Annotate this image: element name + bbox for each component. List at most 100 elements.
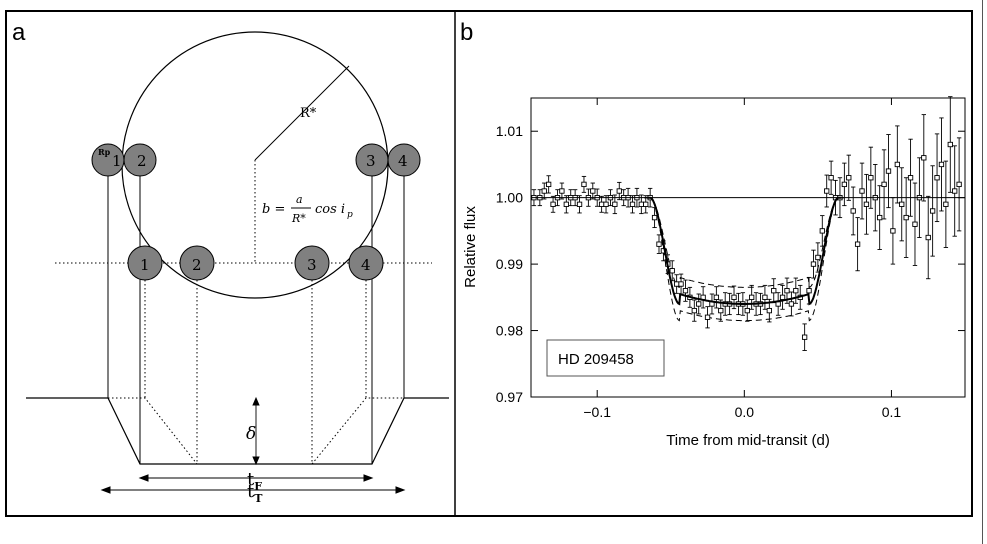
- lower-planet-2: [179, 245, 215, 281]
- data-point: [559, 188, 565, 194]
- data-point: [731, 294, 737, 300]
- formula-rhs: cos i: [315, 202, 345, 217]
- data-point: [793, 288, 799, 294]
- data-point: [801, 334, 808, 340]
- data-point: [581, 181, 587, 188]
- data-point: [938, 161, 945, 168]
- lower-planet-4: [348, 245, 384, 281]
- x-axis-ticks: −0.1 0.0 0.1: [583, 98, 901, 420]
- y-tick-label: 0.97: [496, 389, 523, 405]
- data-point: [779, 294, 786, 300]
- data-point: [947, 141, 953, 148]
- data-point: [749, 294, 755, 300]
- data-point: [907, 175, 914, 181]
- data-point: [762, 294, 768, 300]
- data-point: [563, 201, 569, 207]
- data-point: [877, 214, 883, 221]
- y-tick-label: 1.00: [496, 190, 523, 206]
- data-point: [638, 201, 644, 207]
- data-point: [921, 155, 927, 161]
- data-point: [718, 307, 724, 314]
- figure-frame: [5, 10, 973, 517]
- impact-formula: b = a R* cos i p: [262, 193, 353, 225]
- y-axis-ticks: 0.97 0.98 0.99 1.00 1.01: [496, 123, 965, 405]
- x-tick-label: 0.0: [735, 404, 755, 420]
- upper-planets: Rp 1 2 3 4: [91, 143, 421, 177]
- data-point: [682, 288, 689, 294]
- model-band-curve: [644, 197, 845, 322]
- page-edge-line: [982, 0, 983, 544]
- upper-planet-4: [387, 143, 421, 177]
- formula-subscript: p: [347, 210, 353, 220]
- data-point: [815, 254, 821, 261]
- lower-planets: 1 2 3 4: [127, 245, 384, 281]
- upper-contact-3: 3: [366, 152, 376, 170]
- data-point: [691, 307, 697, 314]
- data-point: [899, 201, 905, 207]
- formula-denominator: R*: [291, 212, 306, 225]
- data-point: [696, 301, 702, 307]
- data-point: [713, 294, 720, 300]
- data-point: [863, 201, 870, 207]
- data-point: [925, 234, 931, 241]
- lower-planet-1: [127, 245, 163, 281]
- data-point: [912, 221, 918, 227]
- y-tick-label: 1.01: [496, 123, 523, 139]
- data-point: [612, 201, 618, 207]
- data-point: [673, 281, 680, 287]
- data-point: [541, 188, 547, 194]
- model-band-curve: [644, 197, 845, 289]
- data-point: [616, 188, 622, 194]
- star-radius-line: [254, 65, 350, 161]
- data-point: [598, 201, 605, 207]
- planet-radius-label: Rp: [98, 147, 111, 157]
- depth-arrow: [252, 396, 260, 466]
- data-point: [651, 214, 658, 221]
- data-point: [841, 181, 848, 188]
- y-axis-label: Relative flux: [462, 206, 479, 288]
- upper-contact-1: 1: [112, 152, 122, 170]
- data-point: [806, 288, 812, 294]
- lower-contact-2: 2: [192, 256, 202, 274]
- data-point: [603, 201, 609, 207]
- panel-b: b −0.1 0.0 0.1 0.97 0.98 0.99 1.00 1.01 HD 209…: [460, 19, 966, 449]
- data-point: [868, 175, 874, 181]
- error-bars: [531, 96, 962, 351]
- data-point: [943, 201, 949, 207]
- tF-arrow: [138, 474, 374, 482]
- tF-label: tF: [247, 469, 262, 493]
- data-point: [854, 241, 861, 247]
- data-point: [828, 175, 834, 181]
- data-point: [546, 181, 552, 188]
- schematic-light-curve-alt-right: [311, 397, 404, 465]
- data-point: [576, 201, 583, 207]
- data-point: [744, 307, 750, 314]
- panel-b-label: b: [460, 19, 473, 46]
- data-point: [934, 175, 940, 181]
- star-radius-label: R*: [300, 106, 317, 121]
- upper-planet-2: [123, 143, 157, 177]
- schematic-light-curve: [26, 397, 449, 465]
- y-tick-label: 0.99: [496, 256, 523, 272]
- lower-contact-4: 4: [361, 256, 371, 274]
- data-point: [550, 201, 556, 207]
- legend-box: [546, 339, 665, 377]
- data-point: [956, 181, 962, 188]
- legend-label: HD 209458: [558, 351, 634, 368]
- formula-numerator: a: [296, 193, 303, 206]
- data-point: [903, 214, 909, 221]
- light-curve-chart: −0.1 0.0 0.1 0.97 0.98 0.99 1.00 1.01 HD 20945…: [462, 96, 966, 449]
- transit-model-curve: [647, 196, 842, 306]
- tT-arrow: [100, 486, 406, 494]
- data-point: [929, 208, 936, 214]
- data-point: [846, 175, 852, 181]
- data-point: [590, 188, 596, 194]
- data-point: [766, 307, 772, 314]
- data-point: [859, 188, 865, 194]
- lower-contact-3: 3: [307, 256, 317, 274]
- x-tick-label: 0.1: [882, 404, 902, 420]
- data-point: [669, 268, 675, 274]
- panel-a-label: a: [12, 19, 26, 46]
- data-point: [704, 314, 711, 320]
- depth-label: δ: [246, 424, 256, 444]
